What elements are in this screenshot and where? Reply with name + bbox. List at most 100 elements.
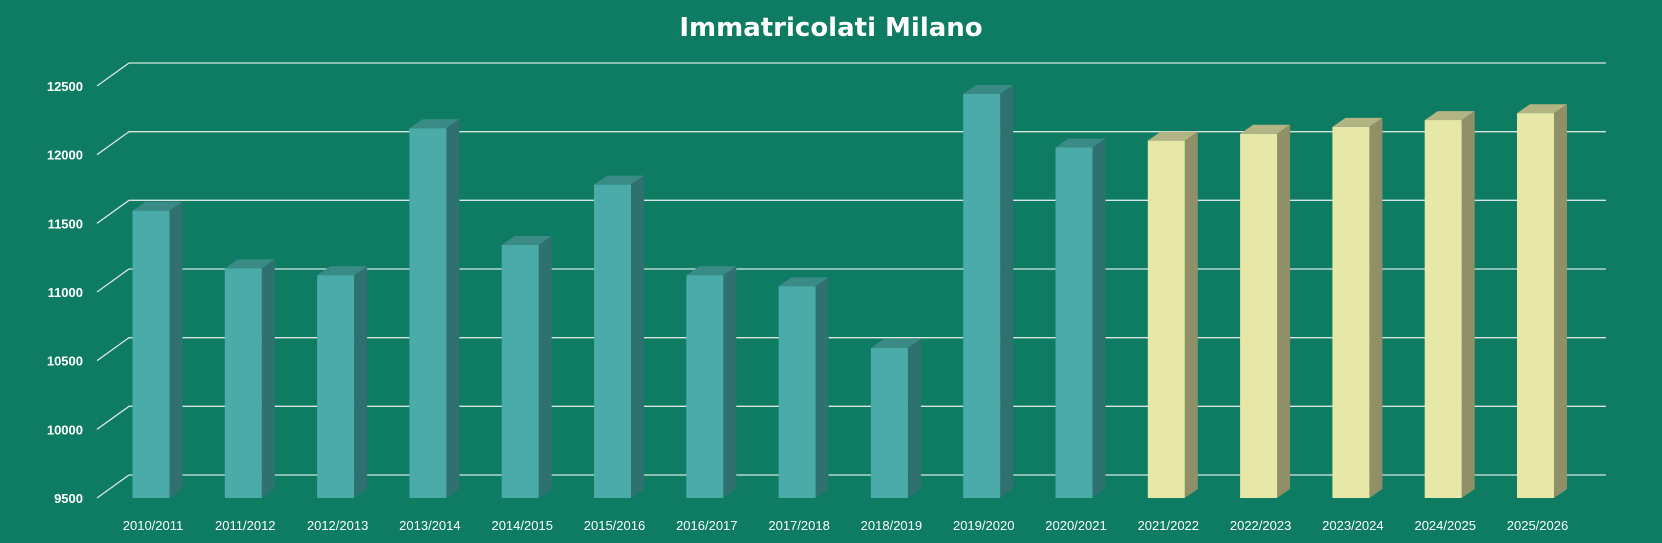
bar-front [132,210,170,498]
bar-side [261,259,275,498]
bar-side [1092,138,1106,499]
bar-front [1055,147,1093,499]
bar-top [686,266,737,276]
gridline-12500 [96,62,1606,87]
bar-top [317,266,368,276]
bar-side [354,266,368,498]
bar-side [1369,117,1383,498]
bar-top [594,175,644,185]
bar-front [686,275,724,498]
bar-side [815,277,829,498]
bar-top [501,236,552,246]
bar-2018/2019 [870,339,921,498]
bar-2010/2011 [132,201,183,498]
bar-2024/2025 [1424,111,1475,499]
bar-top [1424,111,1475,121]
y-tick-label: 10500 [47,354,83,369]
gridline-9500 [96,474,1606,499]
gridline-12000 [96,131,1606,156]
x-tick-label: 2024/2025 [1414,518,1475,533]
y-tick-label: 11000 [48,285,83,300]
bar-top [1332,117,1383,127]
x-tick-label: 2016/2017 [676,518,737,533]
x-tick-label: 2019/2020 [953,518,1014,533]
x-tick-label: 2012/2013 [307,518,368,533]
bar-top [1055,138,1106,148]
bar-top [778,277,829,287]
gridline-11000 [96,268,1606,293]
x-tick-label: 2011/2012 [215,518,276,533]
gridline-11500 [96,199,1606,224]
bar-front [224,268,262,498]
bar-top [963,84,1014,94]
x-tick-label: 2022/2023 [1230,518,1291,533]
x-axis-ticks: 2010/2011 2011/2012 2012/2013 2013/2014 2014… [123,518,1568,533]
bar-2016/2017 [686,266,737,498]
chart-title: Immatricolati Milano [679,13,982,43]
bar-2011/2012 [224,259,275,498]
bar-2013/2014 [409,119,460,498]
y-tick-label: 11500 [48,216,83,231]
bar-2023/2024 [1332,117,1383,498]
x-tick-label: 2021/2022 [1138,518,1199,533]
x-tick-label: 2020/2021 [1045,518,1106,533]
bar-top [224,259,275,269]
gridline-10500 [96,337,1606,362]
x-tick-label: 2017/2018 [768,518,829,533]
bar-2017/2018 [778,277,829,498]
bar-side [1554,104,1567,498]
x-tick-label: 2015/2016 [584,518,645,533]
bar-top [1240,124,1291,134]
bar-front [778,286,816,498]
x-tick-label: 2018/2019 [861,518,922,533]
bar-top [870,339,921,349]
bar-front [1332,126,1370,498]
y-tick-label: 10000 [47,422,83,437]
bar-front [1424,120,1462,499]
bar-side [446,119,460,498]
bar-top [409,119,460,129]
gridlines [96,62,1606,499]
y-tick-label: 9500 [54,491,83,506]
x-tick-label: 2025/2026 [1507,518,1568,533]
bars [132,84,1567,499]
bar-top [132,201,183,211]
bar-side [907,339,921,498]
gridline-10000 [96,405,1606,430]
bar-2022/2023 [1240,124,1291,499]
x-tick-label: 2010/2011 [123,518,184,533]
bar-side [631,175,644,498]
bar-2012/2013 [317,266,368,498]
bar-2020/2021 [1055,138,1106,499]
bar-side [169,201,183,498]
bar-front [317,275,355,498]
bar-side [538,236,552,499]
bar-front [1517,113,1554,498]
bar-side [1000,84,1014,499]
bar-side [723,266,737,498]
bar-side [1461,111,1475,499]
bar-2019/2020 [963,84,1014,499]
bar-front [594,184,631,498]
bar-front [1240,133,1278,499]
bar-front [409,128,447,498]
y-tick-label: 12000 [47,148,83,163]
x-tick-label: 2013/2014 [399,518,460,533]
bar-2015/2016 [594,175,644,498]
bar-front [870,348,908,498]
bar-front [501,245,539,498]
x-tick-label: 2014/2015 [491,518,552,533]
bar-2021/2022 [1147,131,1198,498]
y-tick-label: 12500 [47,79,83,94]
bar-2025/2026 [1517,104,1567,498]
bar-top [1147,131,1198,141]
x-tick-label: 2023/2024 [1322,518,1383,533]
bar-2014/2015 [501,236,552,499]
bar-top [1517,104,1567,114]
bar-front [1147,140,1185,498]
bar-side [1184,131,1198,498]
bar-front [963,93,1001,499]
bar-side [1277,124,1291,499]
y-axis-ticks: 9500 10000 10500 11000 11500 12000 12500 [47,79,83,506]
